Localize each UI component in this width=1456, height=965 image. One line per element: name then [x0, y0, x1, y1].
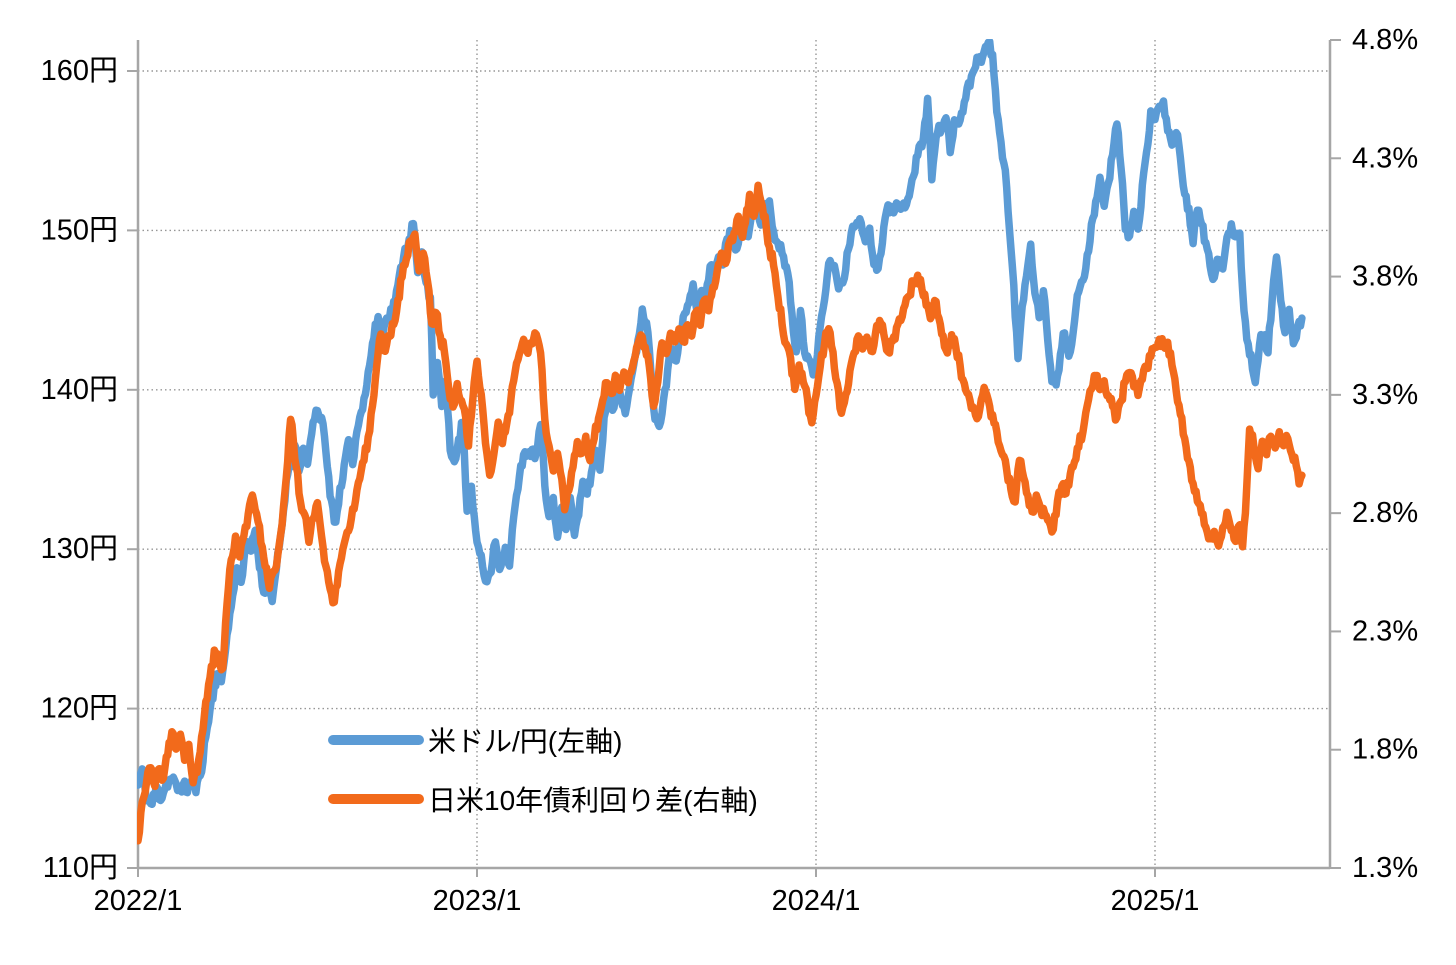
legend: 米ドル/円(左軸) 日米10年債利回り差(右軸) — [328, 724, 758, 816]
right-axis-tick-label: 1.8% — [1352, 734, 1418, 766]
x-axis-tick-label: 2023/1 — [433, 885, 522, 917]
left-axis-tick-label: 110円 — [43, 852, 118, 884]
usdjpy-line-swatch — [328, 735, 424, 745]
usdjpy-line — [137, 39, 1306, 809]
left-axis-tick-label: 120円 — [41, 693, 118, 725]
right-axis-tick-label: 2.3% — [1352, 615, 1418, 647]
right-axis-tick-label: 4.3% — [1352, 142, 1418, 174]
left-axis-tick-label: 160円 — [41, 55, 118, 87]
right-axis-tick-label: 3.3% — [1352, 379, 1418, 411]
yield-spread-legend-label: 日米10年債利回り差(右軸) — [428, 785, 758, 816]
right-axis-tick-label: 2.8% — [1352, 497, 1418, 529]
left-axis-tick-label: 140円 — [41, 374, 118, 406]
x-axis-tick-label: 2025/1 — [1111, 885, 1200, 917]
right-axis-tick-label: 3.8% — [1352, 261, 1418, 293]
right-axis-tick-label: 4.8% — [1352, 24, 1418, 56]
x-axis-tick-label: 2024/1 — [772, 885, 861, 917]
left-axis-tick-label: 150円 — [41, 214, 118, 246]
right-axis-tick-label: 1.3% — [1352, 852, 1418, 884]
yield-spread-line — [137, 181, 1306, 845]
usdjpy-legend-label: 米ドル/円(左軸) — [428, 726, 623, 757]
legend-item-usdjpy: 米ドル/円(左軸) — [328, 724, 758, 757]
legend-item-yield-spread: 日米10年債利回り差(右軸) — [328, 783, 758, 816]
x-axis-tick-label: 2022/1 — [94, 885, 183, 917]
yield-spread-line-swatch — [328, 794, 424, 804]
left-axis-tick-label: 130円 — [41, 533, 118, 565]
